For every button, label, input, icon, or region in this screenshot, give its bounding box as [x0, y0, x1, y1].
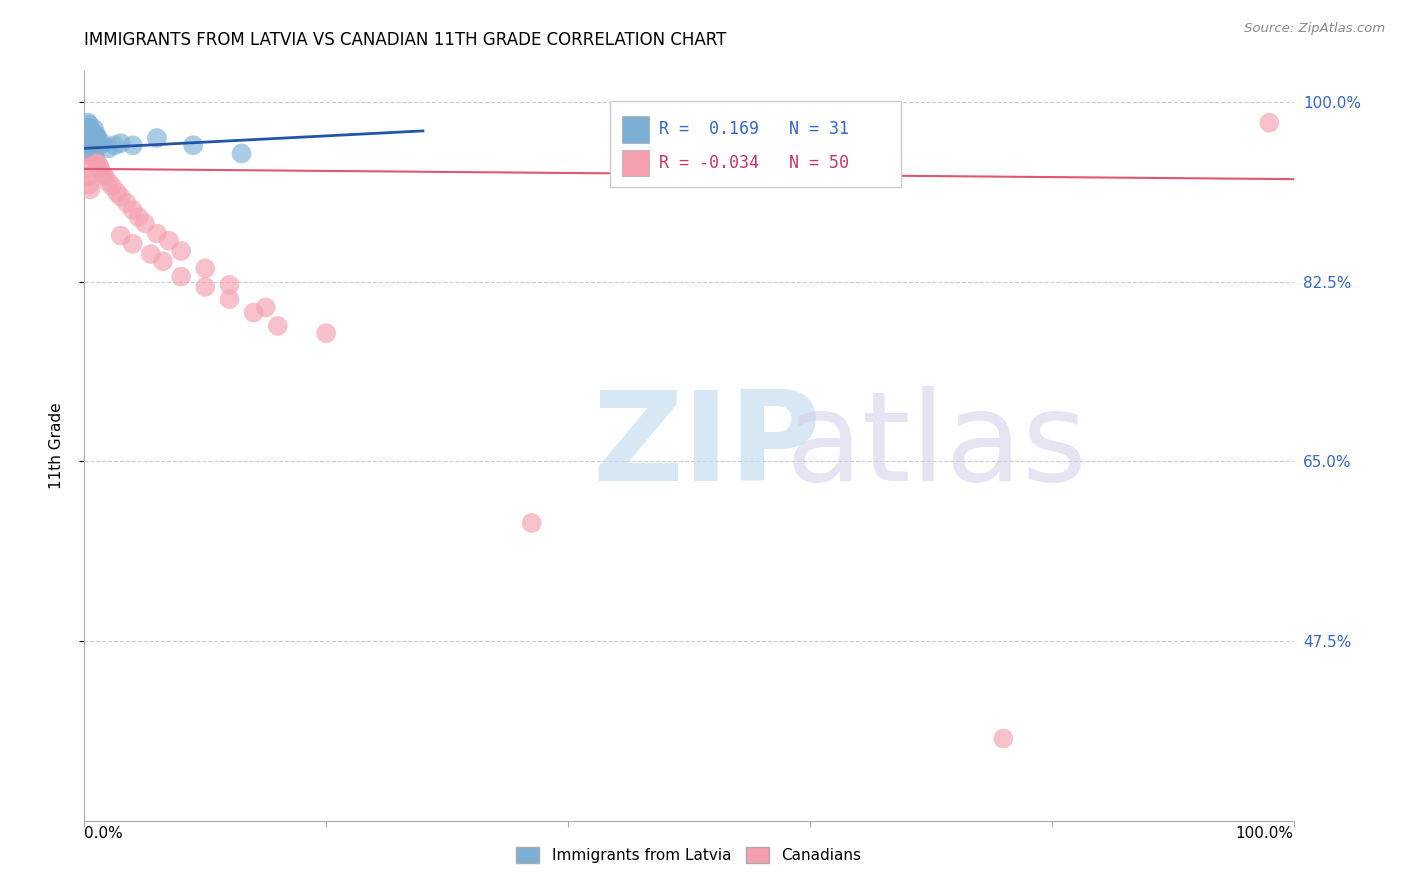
Point — [194, 261, 217, 276]
Point — [86, 136, 108, 151]
Point — [86, 157, 108, 171]
Text: IMMIGRANTS FROM LATVIA VS CANADIAN 11TH GRADE CORRELATION CHART: IMMIGRANTS FROM LATVIA VS CANADIAN 11TH … — [84, 31, 727, 49]
Point — [152, 254, 174, 268]
Point — [105, 186, 128, 200]
Point — [82, 126, 104, 140]
Point — [1258, 116, 1281, 130]
Point — [77, 124, 100, 138]
Point — [82, 146, 104, 161]
Point — [993, 731, 1015, 746]
Point — [89, 138, 111, 153]
Point — [77, 146, 100, 161]
Point — [77, 141, 100, 155]
Point — [80, 133, 103, 147]
Point — [121, 138, 143, 153]
Point — [86, 131, 108, 145]
Point — [101, 179, 124, 194]
Point — [231, 146, 253, 161]
Point — [110, 228, 132, 243]
FancyBboxPatch shape — [623, 150, 650, 177]
Point — [104, 138, 127, 153]
Point — [77, 116, 100, 130]
Point — [97, 141, 120, 155]
Point — [89, 161, 111, 176]
Text: 0.0%: 0.0% — [84, 826, 124, 841]
Text: R = -0.034   N = 50: R = -0.034 N = 50 — [659, 153, 849, 172]
Point — [520, 516, 543, 530]
Point — [134, 216, 156, 230]
Text: Source: ZipAtlas.com: Source: ZipAtlas.com — [1244, 22, 1385, 36]
Point — [76, 131, 98, 145]
Point — [86, 154, 108, 169]
Y-axis label: 11th Grade: 11th Grade — [49, 402, 63, 490]
FancyBboxPatch shape — [623, 116, 650, 143]
Point — [82, 134, 104, 148]
Point — [128, 210, 150, 224]
Point — [79, 182, 101, 196]
Point — [94, 169, 117, 183]
Point — [79, 121, 101, 136]
Point — [170, 269, 193, 284]
Point — [115, 195, 138, 210]
Point — [77, 131, 100, 145]
Point — [267, 318, 290, 333]
Point — [76, 161, 98, 176]
Point — [75, 136, 97, 151]
Point — [181, 138, 204, 153]
Text: atlas: atlas — [786, 385, 1088, 507]
Point — [77, 126, 100, 140]
Point — [91, 167, 114, 181]
Text: R =  0.169   N = 31: R = 0.169 N = 31 — [659, 120, 849, 138]
Point — [121, 202, 143, 217]
Point — [79, 136, 101, 151]
Point — [84, 152, 107, 166]
Point — [83, 121, 105, 136]
Point — [77, 118, 100, 132]
Point — [83, 130, 105, 145]
Point — [76, 138, 98, 153]
Point — [242, 305, 264, 319]
Point — [80, 126, 103, 140]
Point — [83, 148, 105, 162]
Point — [91, 136, 114, 151]
Point — [77, 169, 100, 183]
Point — [77, 178, 100, 192]
Point — [77, 138, 100, 153]
Text: ZIP: ZIP — [592, 385, 821, 507]
Point — [110, 189, 132, 203]
Point — [146, 227, 169, 241]
Point — [170, 244, 193, 258]
Point — [79, 145, 101, 159]
Point — [80, 141, 103, 155]
Point — [79, 138, 101, 153]
Point — [110, 136, 132, 151]
FancyBboxPatch shape — [610, 102, 901, 187]
Point — [75, 141, 97, 155]
Point — [80, 150, 103, 164]
Point — [76, 120, 98, 135]
Point — [218, 292, 240, 306]
Point — [121, 236, 143, 251]
Point — [79, 130, 101, 145]
Point — [86, 128, 108, 142]
Point — [218, 277, 240, 292]
Point — [84, 128, 107, 142]
Text: 100.0%: 100.0% — [1236, 826, 1294, 841]
Point — [254, 301, 277, 315]
Point — [87, 159, 110, 173]
Point — [194, 280, 217, 294]
Point — [146, 131, 169, 145]
Legend: Immigrants from Latvia, Canadians: Immigrants from Latvia, Canadians — [510, 841, 868, 869]
Point — [77, 131, 100, 145]
Point — [139, 247, 162, 261]
Point — [77, 136, 100, 151]
Point — [315, 326, 337, 340]
Point — [157, 234, 180, 248]
Point — [97, 175, 120, 189]
